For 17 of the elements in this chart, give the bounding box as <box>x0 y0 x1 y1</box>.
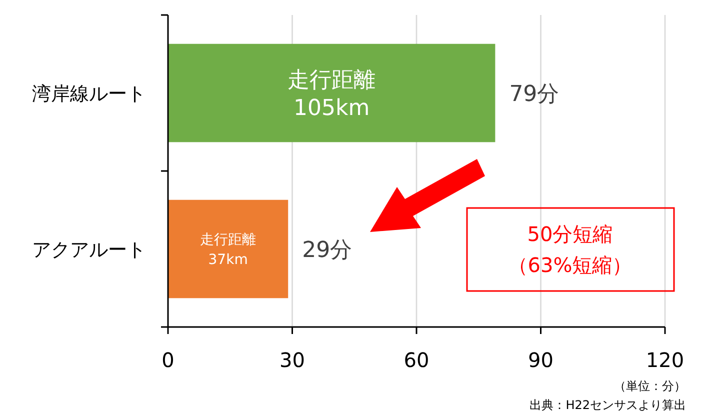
y-tick-label: 湾岸線ルート <box>32 83 146 105</box>
x-tick-label: 60 <box>404 348 430 372</box>
annotation: 50分短縮 <box>527 222 613 246</box>
text: （単位：分） <box>614 379 686 393</box>
annotation: 37km <box>208 252 248 268</box>
x-tick-label: 90 <box>528 348 554 372</box>
data-label: 79分 <box>509 82 560 107</box>
x-tick-label: 30 <box>280 348 305 372</box>
annotation: 105km <box>294 96 370 121</box>
source-note: 出典：H22センサスより算出 <box>530 398 686 412</box>
annotation: 走行距離 <box>200 232 256 248</box>
annotation: 走行距離 <box>288 68 376 93</box>
y-tick-label: アクアルート <box>32 239 146 261</box>
data-label: 29分 <box>302 238 352 263</box>
annotation: （63%短縮） <box>508 253 632 277</box>
x-tick-label: 0 <box>162 348 174 372</box>
x-tick-label: 120 <box>646 348 684 372</box>
